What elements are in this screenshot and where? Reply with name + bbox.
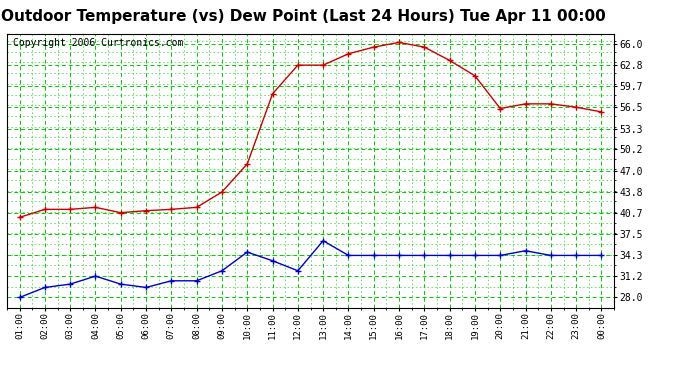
Text: Outdoor Temperature (vs) Dew Point (Last 24 Hours) Tue Apr 11 00:00: Outdoor Temperature (vs) Dew Point (Last… xyxy=(1,9,606,24)
Text: Copyright 2006 Curtronics.com: Copyright 2006 Curtronics.com xyxy=(13,38,184,48)
